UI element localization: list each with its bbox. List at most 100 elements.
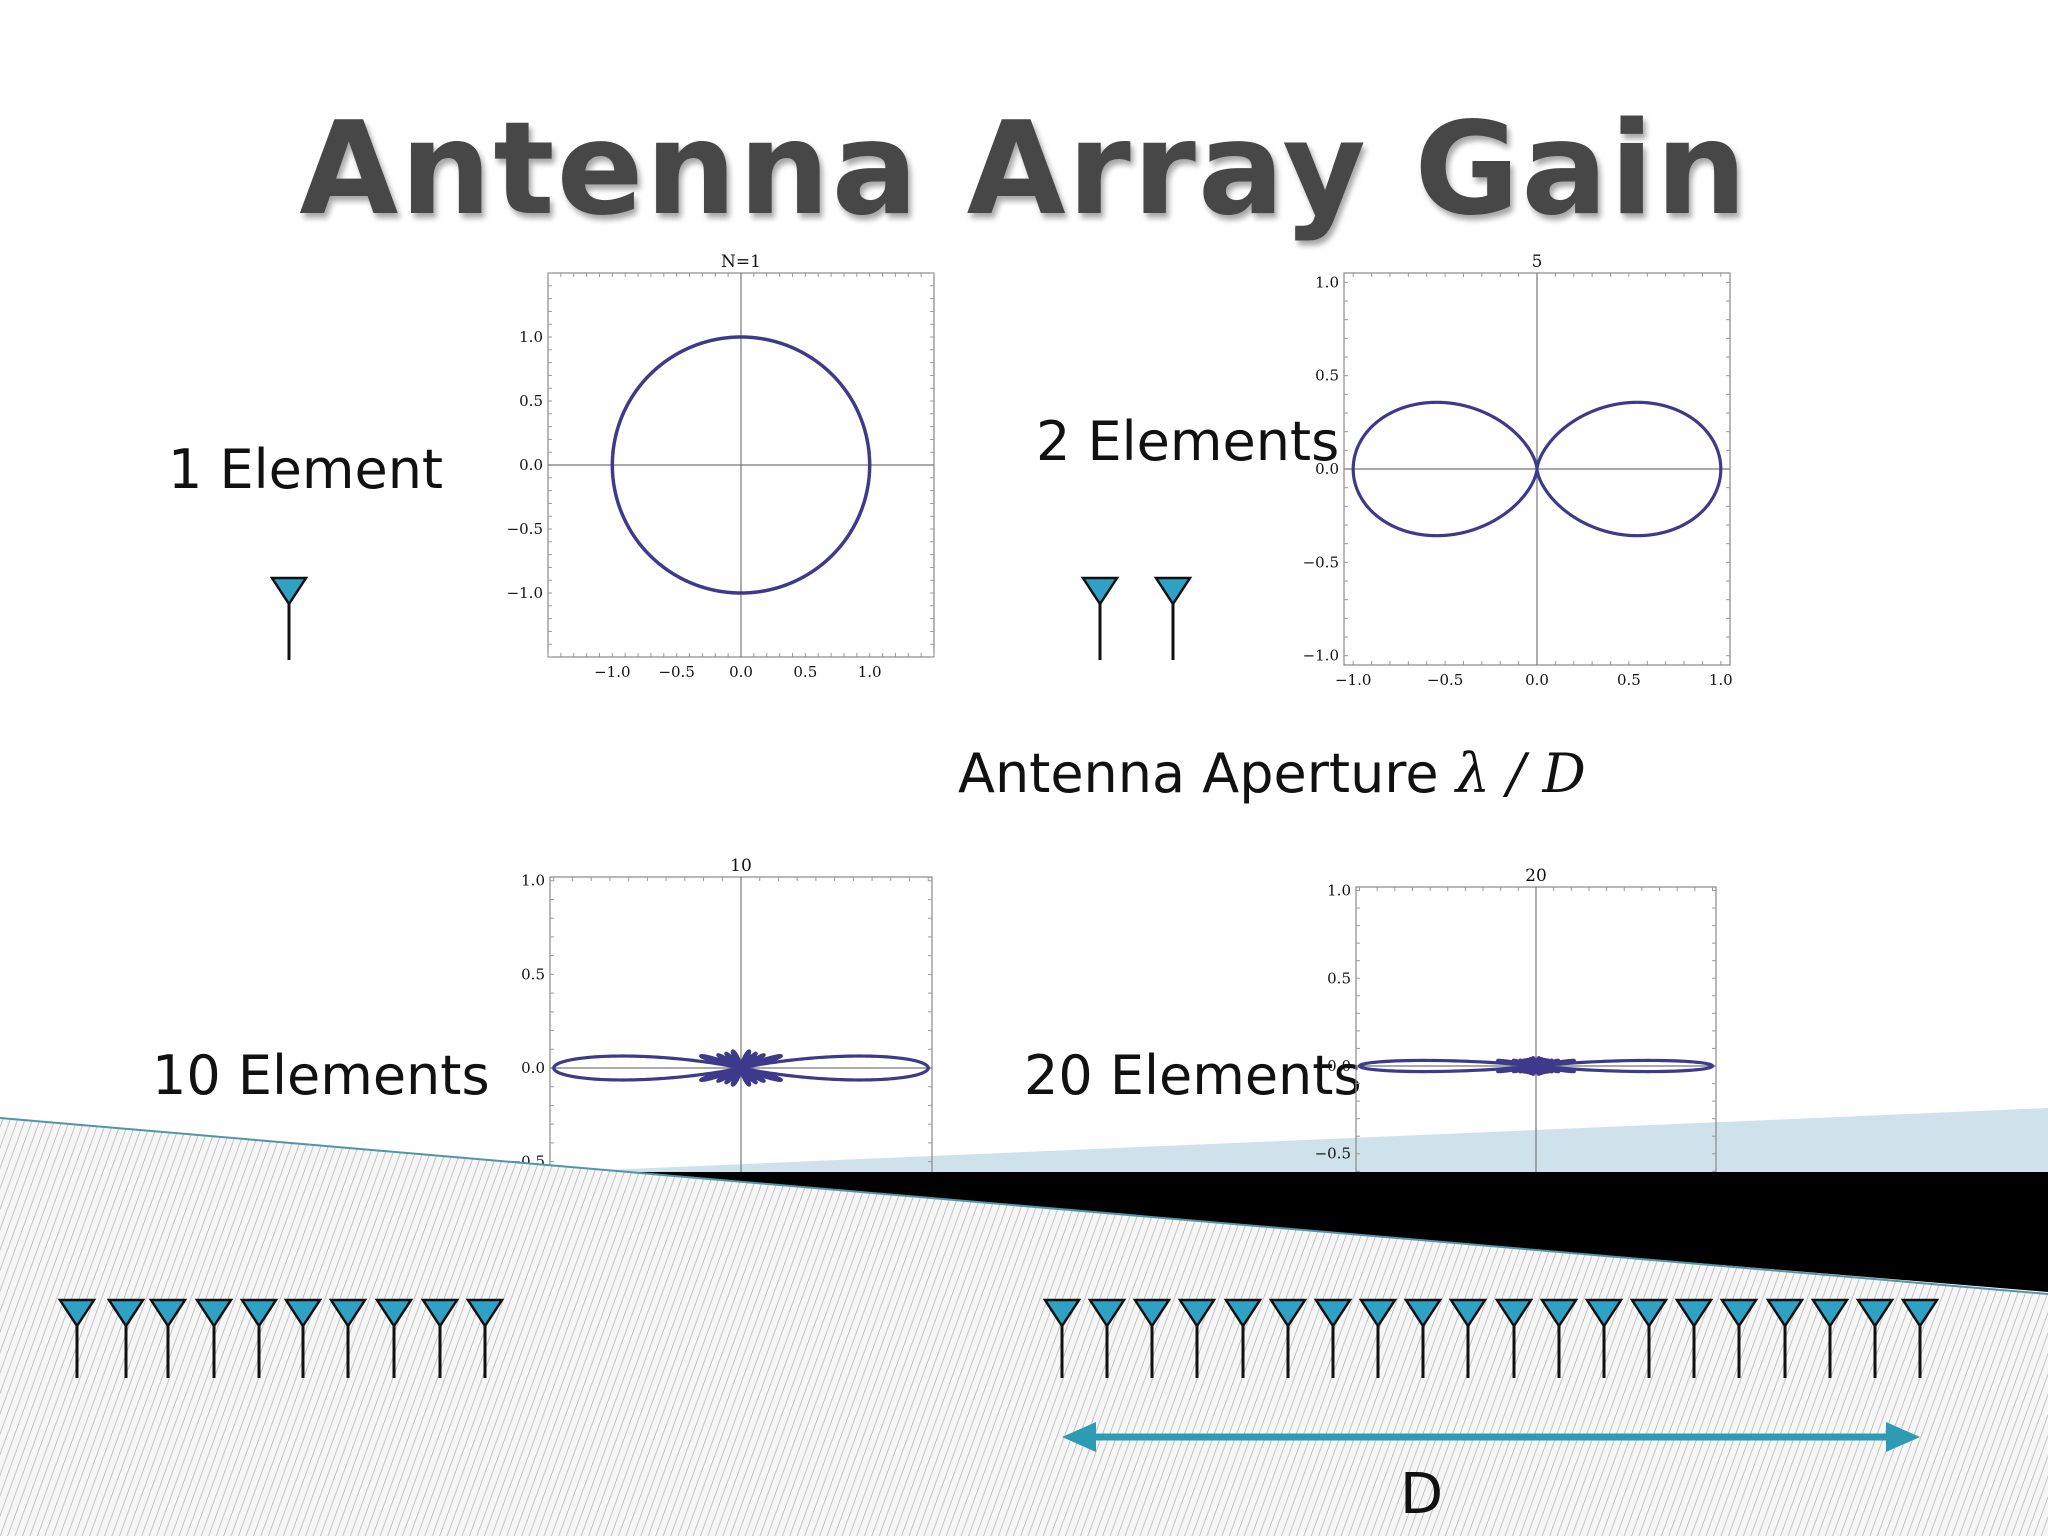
antenna-head bbox=[1584, 1298, 1624, 1329]
antenna-head bbox=[57, 1298, 97, 1329]
y-tick-label: 1.0 bbox=[521, 872, 545, 890]
x-tick-label: 0.5 bbox=[1617, 671, 1641, 688]
y-tick-label: −1.0 bbox=[1303, 647, 1339, 665]
antenna-head bbox=[269, 576, 309, 607]
antenna-head bbox=[1765, 1298, 1805, 1329]
antenna-2-elements bbox=[1153, 576, 1193, 660]
y-tick-label: 1.0 bbox=[1327, 882, 1351, 900]
antenna-head bbox=[1132, 1298, 1172, 1329]
antenna-head bbox=[1494, 1298, 1534, 1329]
antenna-head bbox=[1268, 1298, 1308, 1329]
x-tick-label: 0.0 bbox=[1525, 671, 1549, 688]
antenna-20-elements bbox=[1629, 1298, 1669, 1378]
y-tick-label: 0.5 bbox=[521, 965, 545, 983]
radiation-pattern-curve bbox=[610, 335, 872, 595]
dimension-label-d: D bbox=[1400, 1462, 1444, 1527]
aperture-text: Antenna Aperture bbox=[958, 742, 1439, 805]
y-tick-label: −0.5 bbox=[507, 520, 543, 538]
antenna-20-elements bbox=[1900, 1298, 1940, 1378]
antenna-20-elements bbox=[1719, 1298, 1759, 1378]
y-tick-label: 0.0 bbox=[1327, 1057, 1351, 1075]
chart-n1: N=1 −1.0 −0.5 0.0 0.5 1.0 1.0 0.5 0.0 −0.5 −1.0 bbox=[507, 252, 935, 681]
y-tick-label: 0.5 bbox=[1327, 969, 1351, 987]
antenna-head bbox=[1042, 1298, 1082, 1329]
antenna-head bbox=[1358, 1298, 1398, 1329]
y-tick-label: 0.5 bbox=[1315, 367, 1339, 385]
antenna-10-elements bbox=[239, 1298, 279, 1378]
antenna-head bbox=[283, 1298, 323, 1329]
antenna-10-elements bbox=[465, 1298, 505, 1378]
y-tick-label: 0.5 bbox=[519, 392, 543, 410]
antenna-head bbox=[374, 1298, 414, 1329]
antenna-head bbox=[1087, 1298, 1127, 1329]
antenna-1-element bbox=[269, 576, 309, 660]
aperture-symbol: λ / D bbox=[1455, 742, 1586, 805]
chart-n2: 5 −1.0 −0.5 0.0 0.5 1.0 1.0 0.5 0.0 −0.5 −1.0 bbox=[1303, 252, 1733, 688]
antenna-10-elements bbox=[57, 1298, 97, 1378]
x-tick-label: 0.5 bbox=[793, 663, 817, 681]
antenna-20-elements bbox=[1765, 1298, 1805, 1378]
antenna-20-elements bbox=[1810, 1298, 1850, 1378]
slide-title: Antenna Array Gain bbox=[299, 95, 1749, 244]
y-tick-label: 0.0 bbox=[519, 456, 543, 474]
antenna-20-elements bbox=[1403, 1298, 1443, 1378]
antenna-10-elements bbox=[374, 1298, 414, 1378]
x-tick-label: −0.5 bbox=[1427, 671, 1463, 688]
radiation-pattern-curve bbox=[1357, 1056, 1715, 1076]
aperture-label: Antenna Aperture λ / D bbox=[958, 742, 1586, 805]
antenna-10-elements bbox=[328, 1298, 368, 1378]
y-tick-label: −1.0 bbox=[507, 584, 543, 602]
antenna-head bbox=[1403, 1298, 1443, 1329]
antenna-20-elements bbox=[1448, 1298, 1488, 1378]
antenna-head bbox=[1080, 576, 1120, 607]
antenna-20-elements bbox=[1674, 1298, 1714, 1378]
x-tick-label: −0.5 bbox=[658, 663, 694, 681]
antenna-20-elements bbox=[1313, 1298, 1353, 1378]
chart-title: N=1 bbox=[721, 252, 761, 272]
floor-edge-line bbox=[0, 1117, 2048, 1295]
label-1-element: 1 Element bbox=[168, 438, 444, 501]
y-tick-label: 0.0 bbox=[1315, 460, 1339, 478]
antenna-head bbox=[1900, 1298, 1940, 1329]
antenna-20-elements bbox=[1132, 1298, 1172, 1378]
arrow-head-left bbox=[1062, 1422, 1096, 1452]
label-2-elements: 2 Elements bbox=[1036, 410, 1340, 473]
antenna-head bbox=[1855, 1298, 1895, 1329]
antenna-10-elements bbox=[283, 1298, 323, 1378]
radiation-pattern-curve bbox=[552, 1049, 930, 1087]
antenna-head bbox=[106, 1298, 146, 1329]
x-tick-label: 1.0 bbox=[1709, 671, 1733, 688]
hatched-floor bbox=[0, 1118, 2048, 1536]
antenna-head bbox=[1539, 1298, 1579, 1329]
antenna-head bbox=[1313, 1298, 1353, 1329]
antenna-20-elements bbox=[1358, 1298, 1398, 1378]
antenna-10-elements bbox=[420, 1298, 460, 1378]
antenna-20-elements bbox=[1539, 1298, 1579, 1378]
antenna-10-elements bbox=[148, 1298, 188, 1378]
antenna-20-elements bbox=[1268, 1298, 1308, 1378]
antenna-20-elements bbox=[1855, 1298, 1895, 1378]
x-tick-label: 1.0 bbox=[858, 663, 882, 681]
radiation-pattern-curve bbox=[1351, 400, 1723, 538]
antenna-2-elements bbox=[1080, 576, 1120, 660]
x-tick-label: −1.0 bbox=[594, 663, 630, 681]
antenna-20-elements bbox=[1087, 1298, 1127, 1378]
label-20-elements: 20 Elements bbox=[1024, 1044, 1362, 1107]
antenna-head bbox=[1629, 1298, 1669, 1329]
antenna-10-elements bbox=[194, 1298, 234, 1378]
arrow-head-right bbox=[1886, 1422, 1920, 1452]
y-tick-label: 1.0 bbox=[519, 328, 543, 346]
antenna-head bbox=[1223, 1298, 1263, 1329]
antenna-head bbox=[465, 1298, 505, 1329]
antenna-20-elements bbox=[1223, 1298, 1263, 1378]
antenna-head bbox=[1153, 576, 1193, 607]
antenna-head bbox=[1719, 1298, 1759, 1329]
antenna-10-elements bbox=[106, 1298, 146, 1378]
antenna-head bbox=[1810, 1298, 1850, 1329]
antenna-20-elements bbox=[1584, 1298, 1624, 1378]
x-tick-label: −1.0 bbox=[1335, 671, 1371, 688]
